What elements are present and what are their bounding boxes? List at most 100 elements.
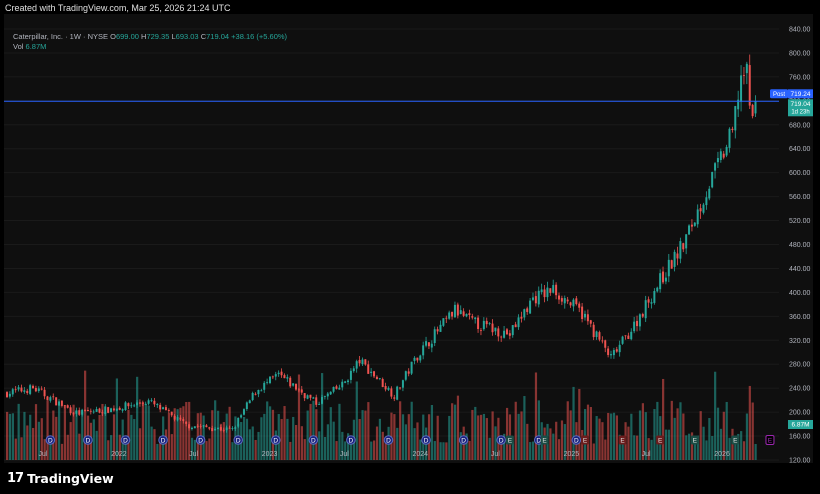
candle-body [115, 408, 118, 411]
candle-body [373, 371, 376, 377]
candle-body [121, 409, 124, 411]
volume-bar [410, 401, 413, 460]
candle-body [72, 412, 75, 415]
candle-body [211, 428, 214, 432]
dividend-marker-label: D [349, 438, 354, 445]
dividend-marker-label: D [461, 438, 466, 445]
dividend-marker-icon [496, 435, 506, 445]
y-tick-label: 520.00 [789, 218, 811, 225]
x-tick-label: Jul [491, 451, 500, 458]
candle-body [595, 331, 598, 337]
earnings-marker-label: E [508, 438, 513, 445]
y-tick-label: 360.00 [789, 314, 811, 321]
volume-bar [702, 426, 705, 460]
candle-body [37, 388, 40, 391]
legend-change: +38.16 (+5.60%) [231, 32, 288, 41]
x-tick-label: Jul [38, 451, 47, 458]
volume-bar [584, 409, 587, 460]
candle-body [630, 331, 633, 340]
volume-bar [401, 414, 405, 460]
volume-bar [419, 439, 422, 460]
footer-brand[interactable]: 17 TradingView [7, 470, 114, 486]
volume-bar [641, 403, 644, 460]
volume-bar [552, 433, 555, 460]
x-axis: Jul 2022 Jul 2023 Jul 2024 Jul 2025 Jul 2026 [38, 451, 730, 458]
candle-body [78, 410, 81, 415]
candle-body [508, 333, 511, 336]
volume-bar [136, 376, 139, 460]
candle-body [199, 425, 202, 427]
candle-body [150, 400, 153, 402]
candle-body [610, 354, 613, 356]
volume-bar [673, 417, 676, 460]
y-tick-label: 640.00 [789, 146, 811, 153]
earnings-marker-label: E [733, 438, 738, 445]
candle-body [439, 324, 442, 332]
dividend-marker-label: D [161, 438, 166, 445]
candle-body [690, 224, 693, 227]
candle-body [604, 340, 607, 348]
volume-bar [11, 413, 14, 460]
candle-body [164, 407, 167, 411]
volume-bar [355, 381, 358, 460]
candle-body [404, 371, 407, 380]
volume-bar [595, 416, 598, 460]
y-tick-label: 280.00 [789, 362, 811, 369]
candle-body [237, 417, 240, 427]
candle-body [607, 348, 610, 355]
volume-bar [664, 429, 668, 460]
legend-high: 729.35 [146, 32, 170, 41]
candle-body [101, 412, 104, 414]
candle-body [751, 104, 754, 117]
legend-open-label: O [110, 32, 116, 41]
candles [6, 54, 757, 433]
dividend-marker-icon [383, 435, 394, 445]
candle-body [303, 393, 306, 399]
candle-body [11, 389, 14, 395]
grid-lines [4, 28, 779, 461]
earnings-marker-label: E [620, 438, 625, 445]
chart-panel[interactable]: D D D D D D D D D D D D D D D E E E E E E E E Jul 2022 Jul 2023 Jul… [4, 14, 813, 463]
candle-body [196, 425, 199, 427]
candle-body [254, 393, 257, 395]
candle-body [633, 321, 636, 332]
y-tick-label: 480.00 [789, 242, 811, 249]
candle-body [494, 327, 497, 332]
earnings-marker-label: E [693, 438, 698, 445]
volume-bar [500, 439, 503, 460]
candle-body [32, 385, 35, 389]
candle-body [378, 378, 381, 379]
volume-bar [297, 374, 301, 460]
legend-low: 693.03 [175, 32, 199, 41]
volume-bar [115, 378, 119, 460]
legend-volume-label: Vol [13, 42, 24, 51]
volume-bar [309, 403, 312, 460]
dividend-marker-icon [83, 435, 93, 445]
candle-body [277, 372, 280, 375]
candle-body [347, 380, 350, 383]
dividend-marker-icon [233, 435, 243, 445]
candle-body [107, 407, 110, 413]
candle-body [326, 393, 329, 397]
volume-bar [170, 434, 173, 460]
volume-bar [520, 411, 523, 460]
candle-body [162, 407, 165, 410]
y-tick-label: 560.00 [789, 194, 811, 201]
candle-body [589, 320, 592, 324]
candle-body [436, 329, 439, 332]
volume-bar [656, 401, 659, 460]
post-tag-badge [770, 89, 788, 99]
candle-body [92, 411, 95, 413]
candle-body [387, 387, 390, 390]
volume-bar [358, 419, 361, 460]
dividend-marker-label: D [48, 438, 53, 445]
x-tick-label: Jul [642, 451, 651, 458]
candle-body [127, 403, 130, 407]
candle-body [202, 425, 205, 427]
volume-bar [329, 407, 332, 460]
dividend-marker-label: D [236, 438, 241, 445]
candle-body [586, 314, 589, 322]
x-tick-label: 2022 [111, 451, 127, 458]
